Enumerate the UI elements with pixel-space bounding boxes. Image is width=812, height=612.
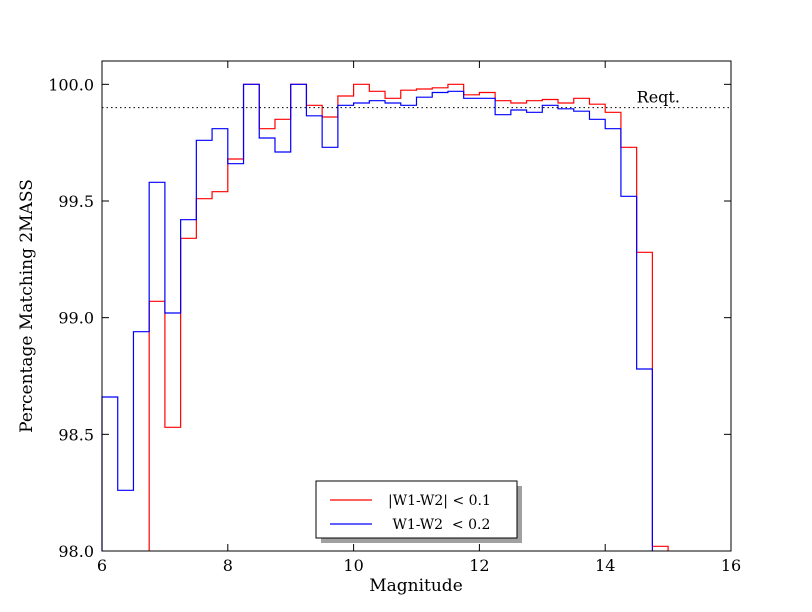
series-line-1 [148,83,669,551]
plot-area [102,61,731,551]
x-tick-label: 8 [223,556,233,575]
x-tick-label: 10 [343,556,363,575]
legend-box [315,480,518,539]
plot-frame [101,60,732,552]
series-line-2 [101,83,653,551]
x-tick-label: 14 [595,556,615,575]
series-layer [101,83,669,551]
x-tick-label: 16 [721,556,741,575]
y-tick-label: 99.5 [58,192,94,211]
y-axis-title: Percentage Matching 2MASS [17,179,37,433]
x-tick-label: 6 [97,556,107,575]
y-tick-label: 98.5 [58,425,94,444]
y-tick-label: 100.0 [48,75,94,94]
tick-layer: 6 8 10 12 14 16 98.0 98.5 99.0 99.5 100.0 [48,61,741,575]
legend-label-1: |W1-W2| < 0.1 [388,493,491,509]
y-tick-label: 99.0 [58,309,94,328]
reference-label: Reqt. [637,88,680,107]
x-tick-label: 12 [469,556,489,575]
x-axis-title: Magnitude [369,576,463,596]
y-tick-label: 98.0 [58,542,94,561]
reference-layer: Reqt. [102,88,731,109]
legend: |W1-W2| < 0.1 W1-W2 < 0.2 [315,480,522,543]
legend-label-2: W1-W2 < 0.2 [388,517,490,533]
